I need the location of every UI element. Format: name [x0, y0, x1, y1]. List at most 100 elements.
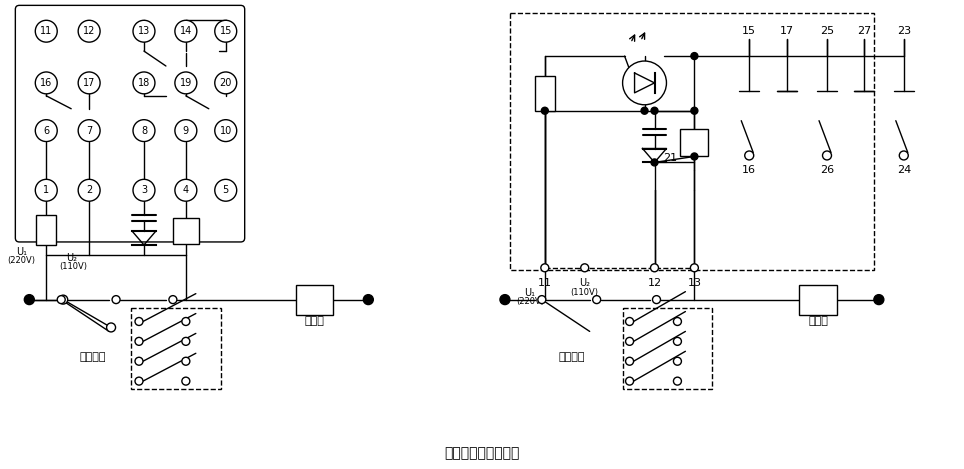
- Text: 15: 15: [220, 26, 232, 36]
- Circle shape: [899, 151, 908, 160]
- Text: 7: 7: [86, 126, 93, 136]
- Circle shape: [822, 151, 832, 160]
- Text: 19: 19: [179, 78, 192, 88]
- Circle shape: [641, 107, 648, 114]
- Circle shape: [133, 120, 155, 142]
- Text: 8: 8: [141, 126, 147, 136]
- Circle shape: [135, 357, 143, 365]
- Circle shape: [580, 264, 589, 272]
- Text: 12: 12: [83, 26, 95, 36]
- Circle shape: [542, 107, 549, 114]
- Circle shape: [78, 179, 100, 201]
- Circle shape: [626, 337, 633, 345]
- Bar: [510, 13, 874, 270]
- Text: 21: 21: [663, 153, 678, 164]
- Circle shape: [745, 151, 754, 160]
- Circle shape: [59, 295, 67, 304]
- Text: 断路器: 断路器: [808, 317, 828, 326]
- Text: (110V): (110V): [59, 262, 87, 271]
- Circle shape: [691, 107, 698, 114]
- Circle shape: [674, 377, 682, 385]
- Circle shape: [674, 337, 682, 345]
- Circle shape: [363, 295, 373, 304]
- Circle shape: [691, 153, 698, 160]
- Circle shape: [78, 120, 100, 142]
- Circle shape: [133, 179, 155, 201]
- Circle shape: [57, 295, 66, 303]
- Circle shape: [78, 72, 100, 94]
- Circle shape: [653, 295, 660, 303]
- Bar: [681, 129, 709, 157]
- Text: 15: 15: [742, 26, 756, 36]
- Bar: [799, 285, 837, 315]
- Text: 跳闸回路监视典型图: 跳闸回路监视典型图: [444, 446, 520, 461]
- Circle shape: [135, 337, 143, 345]
- Circle shape: [107, 323, 116, 332]
- Text: 24: 24: [897, 166, 911, 175]
- Circle shape: [174, 20, 197, 42]
- Text: 断路器: 断路器: [305, 317, 325, 326]
- Circle shape: [691, 53, 698, 60]
- Circle shape: [174, 120, 197, 142]
- Text: 14: 14: [179, 26, 192, 36]
- Bar: [131, 308, 221, 389]
- Circle shape: [651, 264, 658, 272]
- Circle shape: [215, 20, 237, 42]
- Text: 12: 12: [648, 278, 661, 287]
- Bar: [535, 76, 555, 111]
- Text: 26: 26: [820, 166, 834, 175]
- Text: U₁: U₁: [524, 287, 535, 298]
- Circle shape: [36, 179, 57, 201]
- Text: 11: 11: [538, 278, 551, 287]
- Text: 11: 11: [40, 26, 52, 36]
- Circle shape: [174, 179, 197, 201]
- Text: U₂: U₂: [66, 253, 77, 263]
- Text: (110V): (110V): [571, 288, 599, 297]
- Text: 4: 4: [183, 185, 189, 195]
- Circle shape: [112, 295, 120, 303]
- Bar: [37, 215, 56, 245]
- Text: U₂: U₂: [579, 278, 590, 287]
- Circle shape: [651, 159, 658, 166]
- Bar: [173, 218, 199, 244]
- Circle shape: [690, 264, 698, 272]
- Circle shape: [78, 20, 100, 42]
- Circle shape: [169, 295, 176, 303]
- Circle shape: [626, 357, 633, 365]
- Text: 6: 6: [43, 126, 49, 136]
- Bar: [623, 308, 712, 389]
- Circle shape: [215, 179, 237, 201]
- Circle shape: [36, 72, 57, 94]
- Text: 5: 5: [223, 185, 228, 195]
- Text: (220V): (220V): [8, 257, 36, 265]
- Text: 13: 13: [687, 278, 702, 287]
- Text: 10: 10: [220, 126, 232, 136]
- Circle shape: [133, 72, 155, 94]
- Circle shape: [623, 61, 666, 105]
- Circle shape: [135, 318, 143, 325]
- Circle shape: [874, 295, 884, 304]
- Circle shape: [593, 295, 601, 303]
- Text: 20: 20: [220, 78, 232, 88]
- Circle shape: [215, 72, 237, 94]
- Circle shape: [215, 120, 237, 142]
- Text: 16: 16: [742, 166, 756, 175]
- Text: U₁: U₁: [15, 247, 27, 257]
- Text: 18: 18: [138, 78, 150, 88]
- Circle shape: [182, 357, 190, 365]
- Text: 跳闸触点: 跳闸触点: [80, 352, 106, 362]
- Circle shape: [133, 20, 155, 42]
- Circle shape: [36, 120, 57, 142]
- Circle shape: [182, 337, 190, 345]
- Text: 3: 3: [141, 185, 147, 195]
- FancyBboxPatch shape: [15, 5, 245, 242]
- Circle shape: [674, 318, 682, 325]
- Circle shape: [626, 377, 633, 385]
- Bar: [296, 285, 334, 315]
- Circle shape: [674, 357, 682, 365]
- Text: 25: 25: [820, 26, 834, 36]
- Text: 1: 1: [43, 185, 49, 195]
- Circle shape: [538, 295, 546, 303]
- Text: 9: 9: [183, 126, 189, 136]
- Circle shape: [182, 377, 190, 385]
